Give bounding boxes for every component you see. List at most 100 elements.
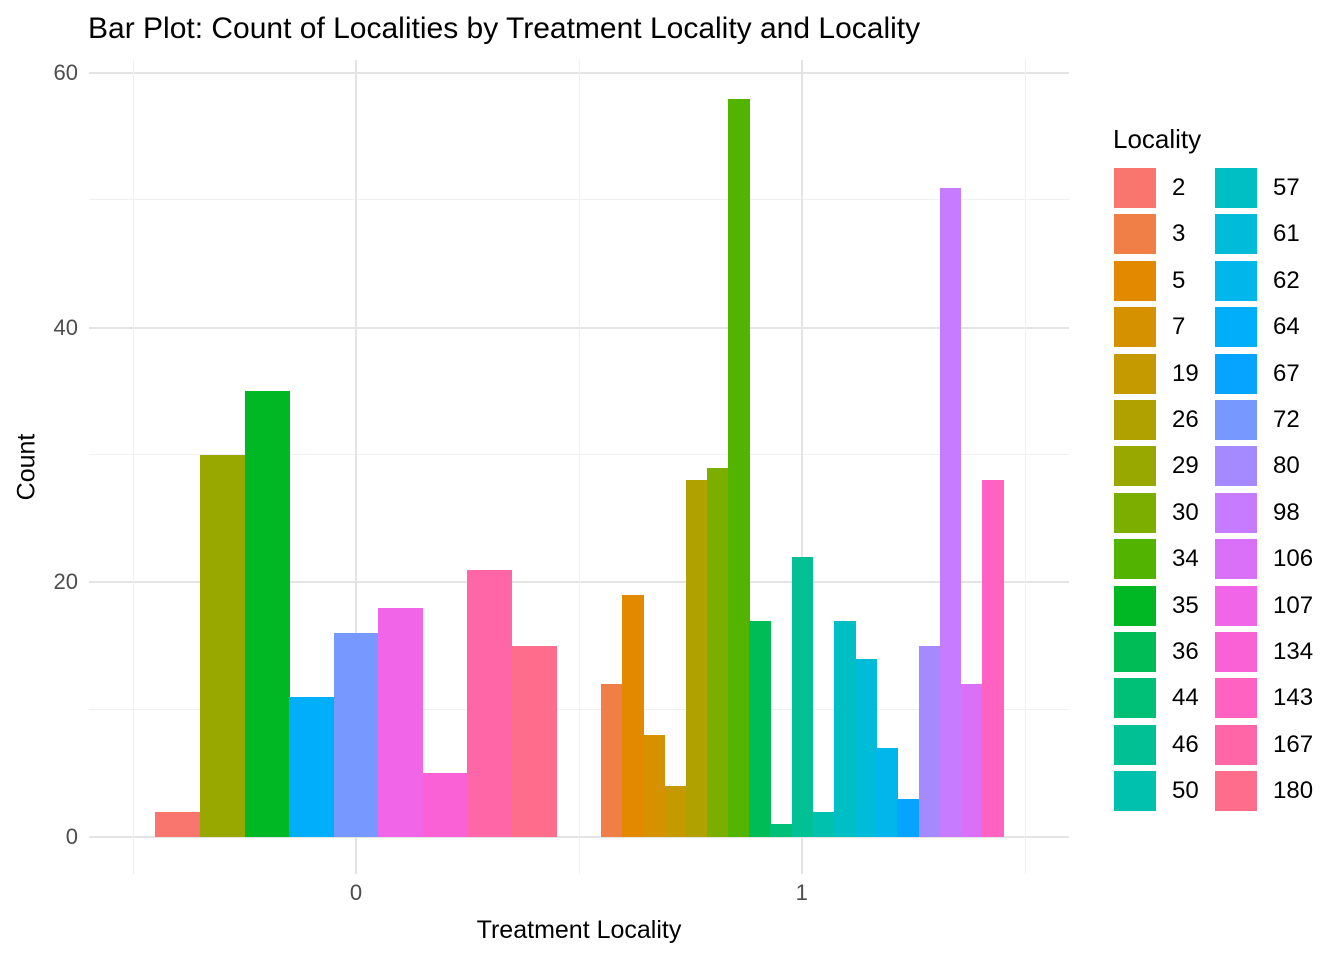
legend-label-107: 107 xyxy=(1273,591,1314,619)
x-tick-label-0: 0 xyxy=(349,880,363,905)
bar-treatment-0-locality-35 xyxy=(244,391,290,837)
bar-treatment-1-locality-7 xyxy=(643,735,665,837)
legend-label-64: 64 xyxy=(1273,313,1300,341)
bar-treatment-0-locality-134 xyxy=(422,773,468,837)
legend-label-19: 19 xyxy=(1172,359,1199,387)
legend-swatch-134 xyxy=(1215,632,1257,672)
legend-label-106: 106 xyxy=(1273,545,1314,573)
legend-label-67: 67 xyxy=(1273,359,1300,387)
legend-swatch-19 xyxy=(1114,353,1156,394)
legend-label-35: 35 xyxy=(1172,591,1199,619)
bar-treatment-0-locality-29 xyxy=(199,455,245,837)
bar-treatment-1-locality-67 xyxy=(897,798,920,837)
gridline-x-minor-2 xyxy=(1024,60,1026,874)
bar-treatment-1-locality-50 xyxy=(812,811,835,837)
legend-swatch-180 xyxy=(1215,771,1257,812)
bar-treatment-1-locality-5 xyxy=(622,595,644,837)
legend-label-143: 143 xyxy=(1273,684,1314,712)
y-tick-label-60: 60 xyxy=(53,60,78,86)
bar-treatment-1-locality-34 xyxy=(728,98,750,837)
legend-swatch-106 xyxy=(1215,539,1257,580)
bar-treatment-1-locality-98 xyxy=(939,187,962,837)
bar-treatment-1-locality-30 xyxy=(706,467,729,837)
legend-label-7: 7 xyxy=(1172,313,1186,341)
bar-treatment-1-locality-3 xyxy=(601,684,623,837)
legend-swatch-80 xyxy=(1215,446,1257,487)
legend-swatch-46 xyxy=(1114,724,1156,765)
bar-treatment-1-locality-26 xyxy=(685,480,708,837)
y-axis-title: Count xyxy=(12,433,41,501)
legend-swatch-61 xyxy=(1215,214,1257,255)
legend-label-29: 29 xyxy=(1172,452,1199,480)
bar-treatment-1-locality-36 xyxy=(749,620,771,837)
bar-treatment-0-locality-64 xyxy=(289,696,335,837)
legend-label-50: 50 xyxy=(1172,777,1199,805)
plot-panel xyxy=(89,60,1069,874)
bar-treatment-1-locality-143 xyxy=(982,480,1004,837)
legend-label-167: 167 xyxy=(1273,730,1314,758)
legend-label-26: 26 xyxy=(1172,406,1199,433)
legend-title: Locality xyxy=(1113,124,1202,154)
legend-swatch-7 xyxy=(1114,307,1156,348)
legend-swatch-29 xyxy=(1114,446,1156,487)
legend-swatch-64 xyxy=(1215,307,1257,348)
x-axis-title: Treatment Locality xyxy=(476,916,682,944)
y-tick-label-20: 20 xyxy=(53,569,78,595)
legend-swatch-35 xyxy=(1114,585,1156,626)
legend-swatch-44 xyxy=(1114,678,1156,719)
legend-swatch-62 xyxy=(1215,260,1257,301)
bar-treatment-1-locality-57 xyxy=(833,620,856,837)
legend-label-2: 2 xyxy=(1172,174,1186,201)
x-tick-label-1: 1 xyxy=(795,880,808,905)
legend-swatch-5 xyxy=(1114,260,1156,301)
gridline-x-1 xyxy=(800,60,803,874)
legend-label-3: 3 xyxy=(1172,220,1186,248)
gridline-x-0 xyxy=(355,60,357,874)
bar-treatment-0-locality-167 xyxy=(467,569,513,837)
bar-treatment-1-locality-44 xyxy=(770,824,793,837)
legend-swatch-3 xyxy=(1114,214,1156,255)
legend-label-72: 72 xyxy=(1273,406,1300,433)
gridline-x-minor-1 xyxy=(578,60,580,874)
legend-swatch-2 xyxy=(1114,168,1156,208)
y-tick-label-40: 40 xyxy=(53,314,78,340)
legend-label-80: 80 xyxy=(1273,452,1300,480)
legend-label-36: 36 xyxy=(1172,638,1199,665)
legend-swatch-36 xyxy=(1114,632,1156,672)
legend-label-98: 98 xyxy=(1273,498,1300,526)
legend-swatch-98 xyxy=(1215,492,1257,533)
y-tick-label-0: 0 xyxy=(65,824,78,849)
legend-swatch-143 xyxy=(1215,678,1257,719)
legend-swatch-167 xyxy=(1215,724,1257,765)
gridline-x-minor-0 xyxy=(133,60,135,874)
legend-label-62: 62 xyxy=(1273,266,1300,294)
legend-swatch-72 xyxy=(1215,400,1257,440)
legend-label-5: 5 xyxy=(1172,266,1186,294)
bar-treatment-1-locality-62 xyxy=(876,747,898,837)
legend-swatch-107 xyxy=(1215,585,1257,626)
bar-treatment-0-locality-180 xyxy=(511,646,557,837)
legend-label-34: 34 xyxy=(1172,545,1199,573)
legend-label-30: 30 xyxy=(1172,498,1199,526)
legend-swatch-67 xyxy=(1215,353,1257,394)
bar-treatment-1-locality-80 xyxy=(918,646,941,837)
bar-treatment-1-locality-19 xyxy=(664,786,687,837)
bar-treatment-0-locality-2 xyxy=(155,811,201,837)
legend-label-57: 57 xyxy=(1273,174,1300,201)
legend-swatch-26 xyxy=(1114,400,1156,440)
bar-treatment-1-locality-46 xyxy=(791,556,814,837)
legend-label-46: 46 xyxy=(1172,730,1199,758)
legend-swatch-30 xyxy=(1114,492,1156,533)
bar-treatment-0-locality-72 xyxy=(333,633,379,837)
legend-swatch-57 xyxy=(1215,168,1257,208)
legend-label-180: 180 xyxy=(1273,777,1314,805)
bar-treatment-1-locality-106 xyxy=(960,684,983,837)
bar-treatment-0-locality-107 xyxy=(378,607,424,837)
legend-swatch-50 xyxy=(1114,771,1156,812)
legend-label-61: 61 xyxy=(1273,220,1300,248)
legend-label-134: 134 xyxy=(1273,638,1314,665)
legend-swatch-34 xyxy=(1114,539,1156,580)
bar-treatment-1-locality-61 xyxy=(855,658,877,837)
chart-title: Bar Plot: Count of Localities by Treatme… xyxy=(88,12,921,45)
